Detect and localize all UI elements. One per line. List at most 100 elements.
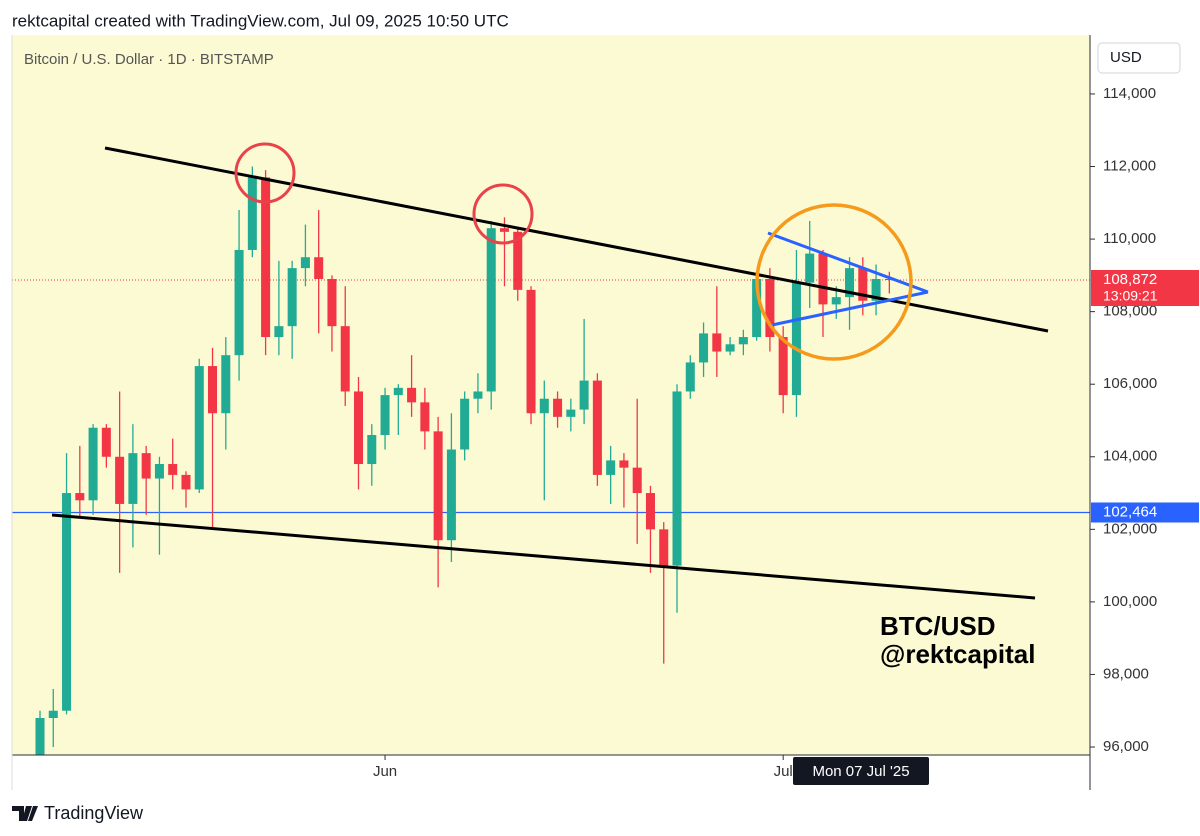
candle-body	[884, 278, 894, 281]
candle-body	[752, 278, 762, 338]
candle-body	[460, 398, 470, 450]
candle-body	[353, 391, 364, 465]
candle-body	[287, 268, 297, 327]
candle-body	[725, 344, 735, 352]
candle-body	[606, 460, 616, 475]
candle-body	[234, 249, 244, 356]
candle-body	[327, 278, 337, 327]
candle-body	[553, 398, 563, 417]
candle-body	[194, 366, 204, 490]
price-badge	[1091, 502, 1199, 523]
trendline-lower	[51, 513, 1036, 600]
candle-body	[831, 297, 841, 305]
y-tick-label: 96,000	[1103, 738, 1149, 755]
y-tick-label: 100,000	[1103, 593, 1157, 610]
candle-body	[261, 177, 271, 338]
candle-body	[672, 391, 682, 566]
candle-body	[221, 355, 231, 414]
candle-body	[712, 333, 722, 352]
triangle-lower	[771, 290, 929, 327]
candle-body	[858, 268, 868, 301]
candle-body	[181, 474, 191, 490]
y-tick-label: 106,000	[1103, 375, 1157, 392]
candle-body	[845, 268, 855, 298]
y-tick-label: 112,000	[1103, 157, 1156, 174]
x-tick-label: Jun	[373, 763, 397, 780]
circle-peak-2	[472, 183, 534, 245]
candle-body	[380, 395, 390, 435]
price-badge-label: 108,872	[1103, 271, 1157, 288]
candle-body	[154, 464, 164, 479]
triangle-upper	[767, 231, 929, 294]
candle-body	[579, 380, 589, 410]
candle-body	[407, 387, 417, 403]
y-tick-label: 108,000	[1103, 303, 1157, 320]
candle-body	[486, 228, 496, 392]
candle-body	[685, 362, 695, 392]
candle-body	[75, 493, 85, 501]
candle-body	[420, 402, 430, 432]
candle-body	[778, 337, 788, 396]
candle-body	[805, 253, 815, 283]
price-badge-label: 102,464	[1103, 503, 1157, 520]
candle-body	[645, 493, 655, 530]
candle-body	[433, 431, 443, 541]
crosshair-date: Mon 07 Jul '25	[812, 763, 909, 780]
drawings	[51, 142, 1049, 600]
y-tick-label: 98,000	[1103, 665, 1149, 682]
y-tick-label: 102,000	[1103, 520, 1157, 537]
candle-body	[340, 326, 350, 392]
annotation: @rektcapital	[880, 639, 1035, 669]
header: rektcapital created with TradingView.com…	[12, 11, 509, 30]
candle-body	[513, 231, 523, 290]
logo-icon	[12, 806, 38, 821]
candle-body	[101, 427, 111, 457]
candle-body	[208, 366, 218, 414]
annotation: BTC/USD	[880, 611, 996, 641]
candle-body	[314, 257, 324, 279]
candle-body	[274, 326, 284, 338]
candle-body	[473, 391, 483, 399]
candle-body	[818, 253, 828, 305]
currency-button[interactable]	[1097, 42, 1181, 74]
candle-body	[738, 337, 748, 345]
candle-body	[632, 467, 642, 494]
candle-body	[115, 456, 125, 504]
circle-peak-1	[234, 142, 296, 204]
candle-body	[62, 493, 72, 711]
candle-body	[446, 449, 456, 541]
candle-body	[791, 282, 801, 396]
y-tick-label: 114,000	[1103, 85, 1156, 102]
candle-body	[699, 333, 709, 363]
candle-body	[393, 387, 403, 396]
candle-body	[526, 289, 536, 414]
candle-body	[88, 427, 98, 501]
candle-body	[765, 278, 775, 338]
candle-body	[871, 278, 881, 301]
candle-body	[35, 717, 45, 755]
candle-body	[48, 710, 58, 718]
candle-body	[168, 464, 178, 475]
candle-body	[659, 529, 669, 566]
y-tick-label: 104,000	[1103, 448, 1157, 465]
candle-body	[539, 398, 549, 414]
candle-body	[499, 228, 509, 232]
candle-body	[300, 257, 310, 269]
circle-consolidation	[755, 203, 913, 361]
price-badge	[1091, 270, 1199, 307]
candle-body	[566, 409, 576, 417]
crosshair-date-box	[793, 757, 929, 785]
currency-label: USD	[1110, 49, 1142, 66]
candle-body	[141, 453, 151, 479]
countdown: 13:09:21	[1103, 288, 1158, 304]
candle-body	[619, 460, 629, 468]
plot-background	[12, 35, 1090, 755]
candle-body	[592, 380, 602, 475]
symbol-legend: Bitcoin / U.S. Dollar · 1D · BITSTAMP	[24, 51, 274, 68]
x-tick-label: Jul	[774, 763, 793, 780]
candle-body	[247, 177, 257, 250]
candle-body	[367, 435, 377, 465]
candle-body	[128, 453, 138, 504]
logo: TradingView	[12, 803, 144, 823]
